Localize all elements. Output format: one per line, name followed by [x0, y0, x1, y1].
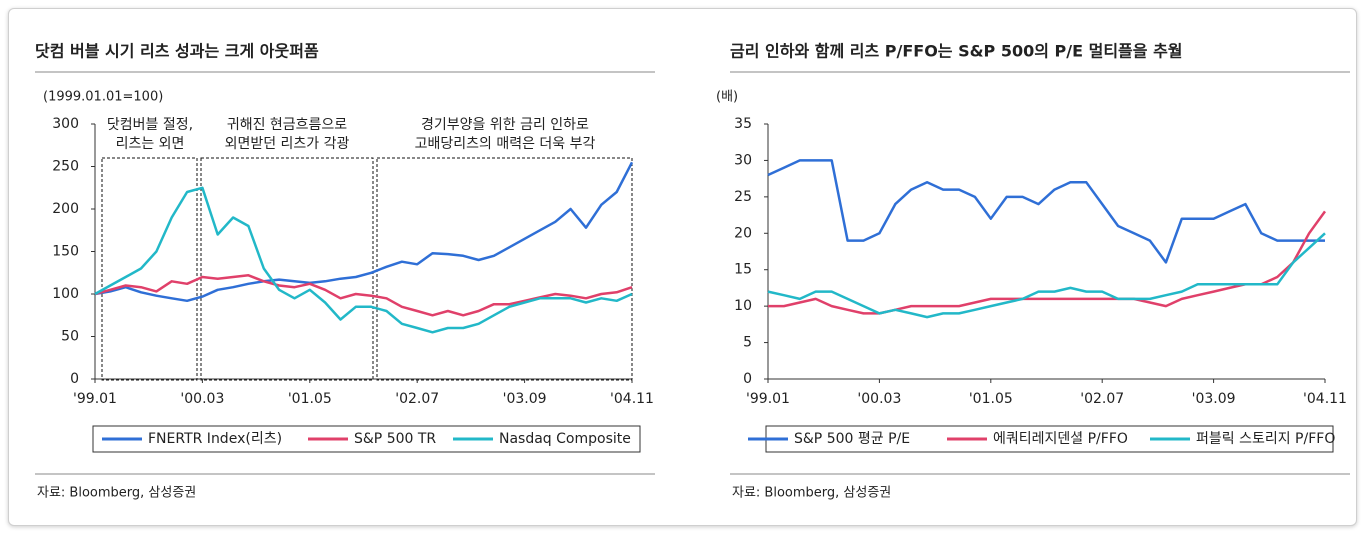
legend-label: 에쿼티레지덴셜 P/FFO [993, 431, 1128, 447]
series-line [94, 274, 633, 317]
x-tick-label: '01.05 [969, 391, 1013, 407]
y-tick-label: 50 [61, 329, 79, 345]
y-tick-label: 20 [734, 225, 752, 241]
unit-label: (배) [716, 90, 738, 105]
y-tick-label: 200 [52, 201, 79, 217]
x-tick-label: '03.09 [503, 391, 547, 407]
annotation: 귀해진 현금흐름으로 [227, 117, 347, 133]
x-tick-label: '03.09 [1192, 391, 1236, 407]
legend-label: Nasdaq Composite [499, 431, 631, 447]
annotation: 경기부양을 위한 금리 인하로 [421, 117, 589, 133]
x-tick-label: '01.05 [288, 391, 332, 407]
y-tick-label: 35 [734, 116, 752, 132]
series-line [768, 210, 1327, 315]
x-tick-label: '00.03 [180, 391, 224, 407]
legend-label: FNERTR Index(리츠) [148, 431, 282, 447]
x-tick-label: '02.07 [395, 391, 439, 407]
y-tick-label: 300 [52, 116, 79, 132]
y-tick-label: 10 [734, 298, 752, 314]
legend-box [92, 425, 641, 453]
unit-label: (1999.01.01=100) [43, 90, 163, 105]
period-boxes [101, 157, 633, 381]
series-line [94, 186, 633, 334]
source: 자료: Bloomberg, 삼성증권 [37, 486, 196, 501]
y-tick-label: 250 [52, 159, 79, 175]
y-tick-label: 0 [70, 371, 79, 387]
annotation: 리츠는 외면 [116, 136, 185, 152]
x-tick-label: '02.07 [1080, 391, 1124, 407]
annotation: 닷컴버블 절정, [107, 117, 193, 133]
period-box [101, 157, 198, 381]
y-tick-label: 15 [734, 262, 752, 278]
x-tick-label: '99.01 [746, 391, 790, 407]
legend-label: 퍼블릭 스토리지 P/FFO [1196, 431, 1335, 447]
y-tick-label: 25 [734, 189, 752, 205]
legend-label: S&P 500 TR [354, 431, 436, 447]
x-tick-label: '04.11 [610, 391, 654, 407]
y-tick-label: 100 [52, 286, 79, 302]
series-line [767, 232, 1326, 319]
y-tick-label: 5 [743, 335, 752, 351]
frame [8, 8, 1357, 526]
series-line [767, 159, 1325, 264]
y-tick-label: 150 [52, 244, 79, 260]
period-box [200, 157, 374, 381]
x-tick-label: '00.03 [857, 391, 901, 407]
series-line [94, 161, 634, 303]
y-tick-label: 30 [734, 152, 752, 168]
legend-label: S&P 500 평균 P/E [794, 431, 910, 447]
annotation: 고배당리츠의 매력은 더욱 부각 [415, 136, 596, 152]
y-tick-label: 0 [743, 371, 752, 387]
source: 자료: Bloomberg, 삼성증권 [732, 486, 891, 501]
chart-title: 금리 인하와 함께 리츠 P/FFO는 S&P 500의 P/E 멀티플을 추월 [730, 42, 1183, 61]
x-tick-label: '99.01 [73, 391, 117, 407]
annotation: 외면받던 리츠가 각광 [225, 136, 350, 152]
period-box [376, 157, 633, 381]
chart-title: 닷컴 버블 시기 리츠 성과는 크게 아웃퍼폼 [35, 42, 319, 61]
x-tick-label: '04.11 [1303, 391, 1347, 407]
